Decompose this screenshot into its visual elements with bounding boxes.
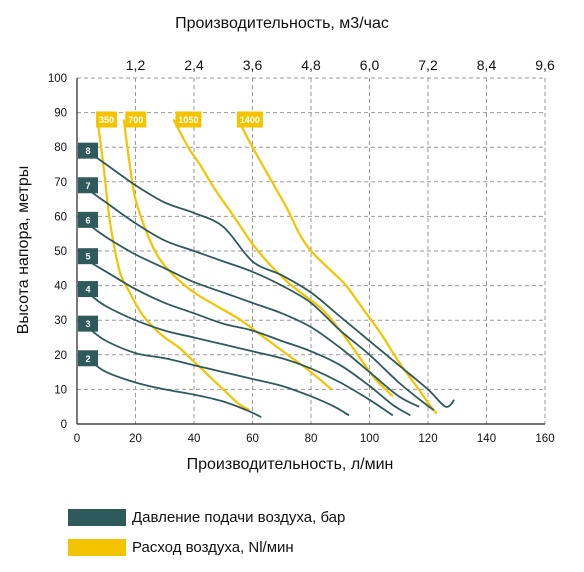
series-badges: 350 700 1050 1400 2 3 4 5 6 7 8 <box>78 111 263 367</box>
tick-labels: 0 20 40 60 80 100 120 140 160 0 10 20 30 40 50 60 70 80 90… <box>48 57 555 445</box>
air-badge-label-700: 700 <box>128 115 143 125</box>
air-badge-1050 <box>175 111 202 128</box>
x-tick-label: 60 <box>246 433 259 445</box>
top-tick-label: 7,2 <box>418 57 438 73</box>
air-line-1050 <box>172 118 394 398</box>
air-badge-label-350: 350 <box>99 115 114 125</box>
pressure-badge-7 <box>78 177 98 194</box>
pressure-badge-label-7: 7 <box>85 181 90 191</box>
pressure-line-4 <box>91 295 394 417</box>
pressure-badge-8 <box>78 142 98 159</box>
pressure-line-7 <box>91 191 435 411</box>
top-tick-label: 3,6 <box>243 57 263 73</box>
pressure-line-2 <box>91 360 262 418</box>
air-line-700 <box>122 119 333 391</box>
air-badge-label-1050: 1050 <box>178 115 198 125</box>
y-tick-label: 10 <box>54 384 67 396</box>
pressure-badge-label-4: 4 <box>85 285 90 295</box>
legend-swatch-pressure <box>68 509 126 526</box>
top-tick-label: 2,4 <box>184 57 204 73</box>
legend-item-pressure: Давление подачи воздуха, бар <box>68 509 345 526</box>
x-tick-label: 0 <box>74 433 80 445</box>
top-tick-label: 8,4 <box>477 57 497 73</box>
pressure-badge-2 <box>78 350 98 367</box>
x-tick-label: 40 <box>188 433 201 445</box>
pressure-badge-label-6: 6 <box>85 215 90 225</box>
top-tick-label: 4,8 <box>301 57 321 73</box>
y-tick-label: 50 <box>54 246 67 258</box>
top-tick-label: 9,6 <box>535 57 555 73</box>
air-badge-label-1400: 1400 <box>240 115 260 125</box>
top-axis-title: Производительность, м3/час <box>175 15 389 32</box>
legend-item-air: Расход воздуха, Nl/мин <box>68 539 294 556</box>
pressure-badge-label-8: 8 <box>85 146 90 156</box>
y-tick-label: 70 <box>54 177 67 189</box>
pressure-line-5 <box>91 262 411 417</box>
legend-label-pressure: Давление подачи воздуха, бар <box>132 509 346 526</box>
pressure-badge-6 <box>78 211 98 228</box>
pressure-badge-3 <box>78 315 98 332</box>
pressure-badge-5 <box>78 248 98 265</box>
y-tick-label: 30 <box>54 315 67 327</box>
pressure-badge-label-2: 2 <box>85 354 90 364</box>
y-axis-title: Высота напора, метры <box>15 166 32 334</box>
y-tick-label: 80 <box>54 142 67 154</box>
pressure-line-6 <box>91 226 420 408</box>
pressure-badge-4 <box>78 281 98 298</box>
air-line-1400 <box>236 118 438 415</box>
air-badge-700 <box>125 111 147 128</box>
y-tick-label: 0 <box>61 419 67 431</box>
x-axis-title: Производительность, л/мин <box>187 456 394 473</box>
y-tick-label: 60 <box>54 211 67 223</box>
top-tick-label: 6,0 <box>360 57 380 73</box>
x-tick-label: 120 <box>418 433 437 445</box>
chart: Производительность, м3/час 0 20 40 60 80 100 1… <box>15 15 555 473</box>
pressure-badge-label-3: 3 <box>85 319 90 329</box>
pressure-badge-label-5: 5 <box>85 252 90 262</box>
air-badge-1400 <box>236 111 263 128</box>
y-tick-label: 20 <box>54 350 67 362</box>
x-tick-label: 140 <box>477 433 496 445</box>
legend-swatch-air <box>68 539 126 556</box>
x-tick-label: 100 <box>360 433 379 445</box>
y-tick-label: 40 <box>54 281 67 293</box>
y-tick-label: 90 <box>54 108 67 120</box>
series-lines <box>91 118 455 418</box>
pressure-line-8 <box>91 153 455 408</box>
top-tick-label: 1,2 <box>126 57 146 73</box>
grid <box>76 77 546 425</box>
legend-label-air: Расход воздуха, Nl/мин <box>132 539 294 556</box>
y-tick-label: 100 <box>48 73 67 85</box>
x-tick-label: 20 <box>129 433 142 445</box>
x-tick-label: 160 <box>535 433 554 445</box>
air-badge-350 <box>96 111 118 128</box>
x-tick-label: 80 <box>305 433 318 445</box>
air-line-350 <box>96 119 251 412</box>
pressure-line-3 <box>91 329 350 417</box>
